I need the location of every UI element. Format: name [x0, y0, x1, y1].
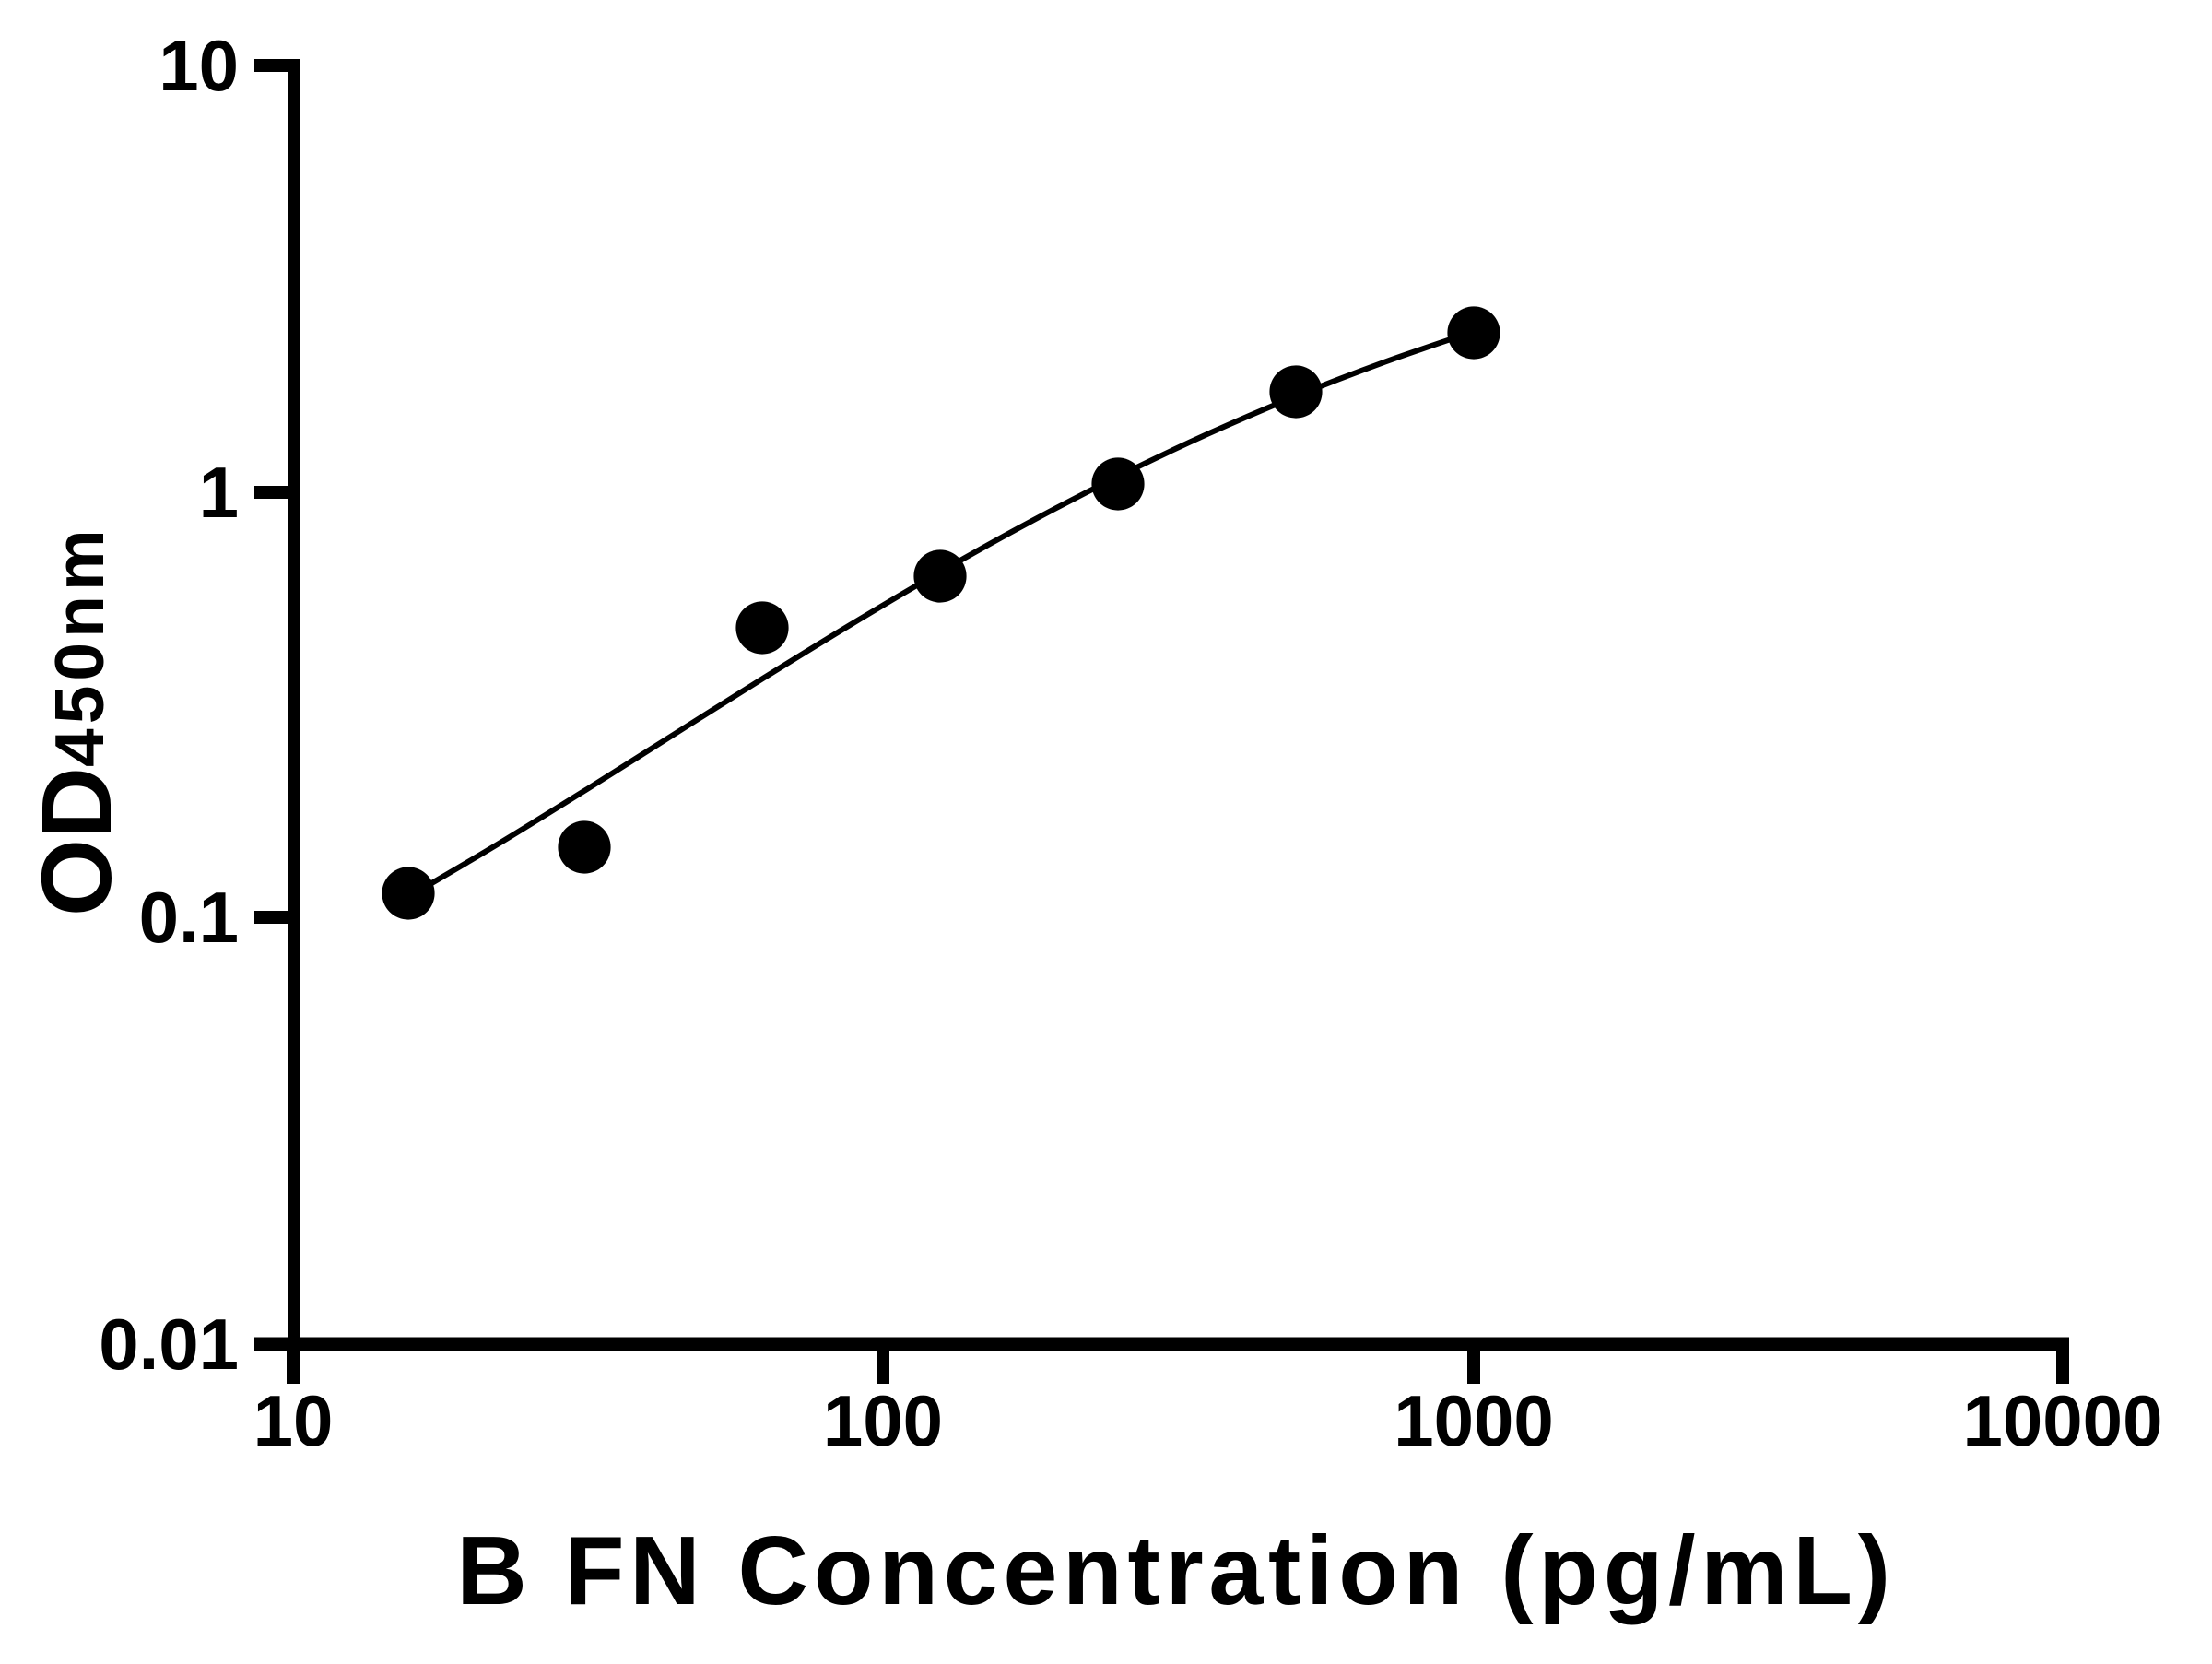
svg-text:1000: 1000 — [1394, 1380, 1554, 1461]
svg-text:10: 10 — [253, 1380, 334, 1461]
svg-text:1: 1 — [199, 452, 239, 533]
svg-text:0.1: 0.1 — [139, 877, 239, 958]
svg-text:10: 10 — [159, 25, 239, 106]
svg-text:100: 100 — [823, 1380, 943, 1461]
svg-text:0.01: 0.01 — [99, 1304, 239, 1385]
svg-text:10000: 10000 — [1963, 1380, 2163, 1461]
svg-text:B FN Concentration (pg/mL): B FN Concentration (pg/mL) — [456, 1516, 1895, 1625]
